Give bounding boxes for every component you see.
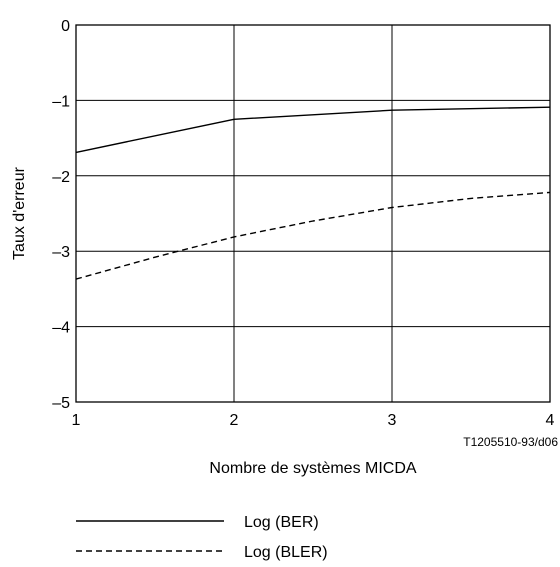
y-tick-label-5: –5: [52, 395, 70, 412]
x-axis-title: Nombre de systèmes MICDA: [209, 460, 416, 477]
legend-label-bler: Log (BLER): [244, 544, 328, 561]
series-line-bler: [75, 191, 551, 280]
legend-label-ber: Log (BER): [244, 514, 319, 531]
x-tick-label-1: 1: [72, 412, 81, 429]
series-line-ber: [75, 106, 551, 154]
series-lines: [75, 106, 551, 280]
x-tick-label-3: 3: [388, 412, 397, 429]
y-axis-title: Taux d'erreur: [11, 166, 28, 260]
grid: [76, 25, 550, 402]
y-tick-label-2: –2: [52, 169, 70, 186]
legend: Log (BER) Log (BLER): [76, 514, 328, 561]
figure-reference-label: T1205510-93/d06: [463, 435, 558, 449]
x-tick-label-4: 4: [546, 412, 555, 429]
y-tick-label-0: 0: [61, 18, 70, 35]
plot-frame: [75, 24, 551, 403]
y-tick-label-4: –4: [52, 320, 70, 337]
y-tick-label-3: –3: [52, 244, 70, 261]
y-tick-label-1: –1: [52, 93, 70, 110]
x-tick-label-2: 2: [230, 412, 239, 429]
tick-labels: 1 2 3 4 0 –1 –2 –3 –4 –5: [52, 18, 554, 429]
